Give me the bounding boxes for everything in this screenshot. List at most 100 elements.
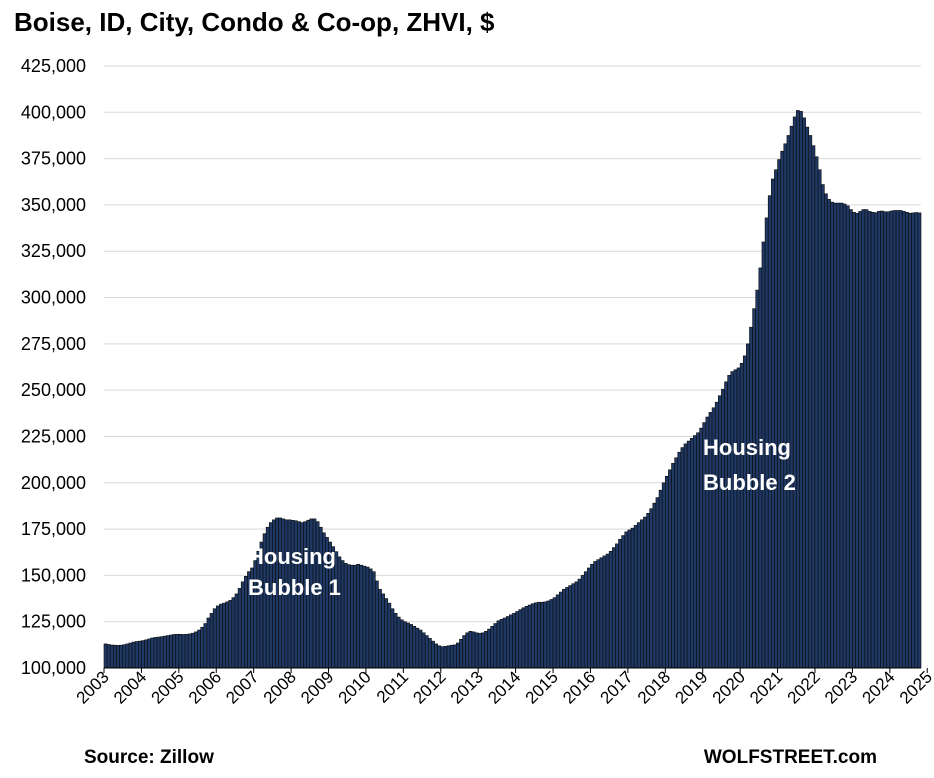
- bar: [839, 202, 844, 669]
- bar: [166, 635, 170, 669]
- bar: [537, 601, 541, 669]
- annotation-bubble-1-line-2: Bubble 1: [248, 575, 341, 600]
- bar: [440, 646, 445, 669]
- bar: [421, 632, 426, 669]
- y-tick-label: 150,000: [21, 565, 86, 585]
- bar: [487, 628, 491, 669]
- bar: [409, 624, 414, 669]
- chart-title: Boise, ID, City, Condo & Co-op, ZHVI, $: [14, 7, 495, 37]
- y-tick-label: 275,000: [21, 334, 86, 354]
- bar: [206, 617, 211, 669]
- bar: [530, 603, 535, 669]
- bar: [509, 614, 513, 669]
- bar: [864, 209, 869, 669]
- bar: [630, 527, 635, 669]
- bar: [240, 581, 245, 669]
- bar: [428, 638, 432, 669]
- bar: [203, 623, 208, 669]
- bar: [792, 116, 797, 669]
- bar: [197, 629, 201, 669]
- bar: [733, 369, 738, 669]
- bar: [340, 560, 345, 669]
- bar: [830, 201, 834, 669]
- x-tick-label: 2005: [147, 667, 187, 707]
- bar: [449, 644, 454, 669]
- bar: [499, 618, 504, 669]
- bar: [334, 551, 339, 669]
- bars: [103, 110, 922, 669]
- bar: [200, 626, 205, 669]
- x-tick-label: 2024: [858, 667, 898, 707]
- bar: [244, 576, 248, 669]
- x-axis-ticks: 2003200420052006200720082009201020112012…: [73, 667, 934, 707]
- bar: [895, 210, 900, 669]
- bar: [462, 635, 467, 669]
- bar: [502, 617, 507, 669]
- bar: [824, 193, 828, 669]
- bar: [568, 585, 573, 669]
- bar: [109, 644, 114, 669]
- bar: [452, 644, 457, 669]
- bar: [605, 553, 610, 669]
- bar: [855, 212, 859, 669]
- bar: [736, 367, 741, 669]
- bar: [571, 583, 576, 669]
- bar: [175, 633, 180, 669]
- bar: [471, 631, 476, 669]
- y-tick-label: 400,000: [21, 102, 86, 122]
- bar: [534, 602, 538, 669]
- bar: [655, 497, 660, 669]
- bar: [880, 210, 884, 669]
- bar: [181, 634, 186, 669]
- bar: [661, 482, 666, 669]
- bar: [780, 150, 785, 669]
- bar: [465, 632, 470, 669]
- bar: [353, 564, 357, 669]
- bar: [496, 620, 501, 669]
- bar: [481, 632, 485, 669]
- bar: [219, 603, 223, 669]
- bar: [643, 516, 647, 669]
- bar: [131, 641, 136, 669]
- bar: [867, 211, 872, 669]
- bar: [237, 588, 242, 669]
- bar: [858, 211, 863, 669]
- bar: [901, 211, 906, 669]
- bar: [883, 211, 887, 669]
- bar: [116, 645, 120, 669]
- bar: [721, 388, 725, 669]
- bar: [802, 117, 806, 669]
- bar: [898, 210, 903, 669]
- x-tick-label: 2021: [746, 667, 786, 707]
- x-tick-label: 2013: [447, 667, 487, 707]
- bar: [371, 571, 376, 669]
- bar: [664, 475, 669, 669]
- bar: [222, 602, 226, 669]
- y-tick-label: 175,000: [21, 519, 86, 539]
- x-tick-label: 2020: [709, 667, 749, 707]
- bar: [194, 631, 198, 669]
- bar: [724, 381, 728, 669]
- bar: [446, 645, 451, 669]
- bar: [558, 591, 563, 669]
- bar: [699, 427, 704, 669]
- bar: [649, 508, 654, 669]
- bar: [686, 440, 691, 669]
- bar: [468, 631, 473, 669]
- bar: [658, 489, 663, 669]
- bar: [228, 600, 233, 669]
- x-tick-label: 2018: [634, 667, 674, 707]
- bar: [627, 529, 632, 669]
- bar: [636, 522, 641, 669]
- bar: [134, 641, 139, 669]
- bar: [178, 633, 183, 669]
- bar: [231, 597, 236, 669]
- bar: [113, 644, 117, 669]
- bar: [621, 535, 626, 669]
- bar: [374, 580, 379, 669]
- bar: [608, 551, 613, 669]
- x-tick-label: 2022: [784, 667, 824, 707]
- bar: [381, 593, 385, 669]
- bar: [128, 642, 133, 669]
- bar: [777, 159, 781, 669]
